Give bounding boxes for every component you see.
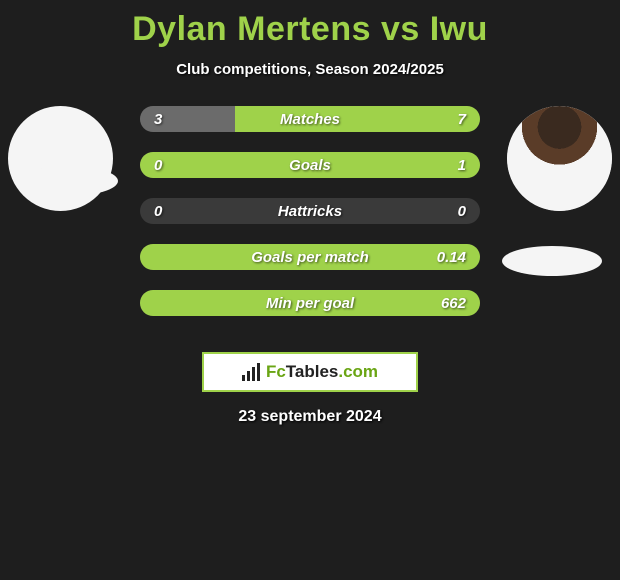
bar-row: Min per goal662	[140, 290, 480, 316]
bar-right-fill	[140, 152, 480, 178]
page-title: Dylan Mertens vs Iwu	[0, 0, 620, 49]
bars-container: Matches37 Goals01 Hattricks0 0 Goals per mat…	[140, 106, 480, 336]
player-left-club-badge	[18, 166, 118, 196]
bar-right-fill	[235, 106, 480, 132]
bar-row: Goals01	[140, 152, 480, 178]
logo-text-prefix: Fc	[266, 362, 286, 381]
fctables-logo: FcTables.com	[202, 352, 418, 392]
bar-left-fill	[140, 106, 235, 132]
logo-text-suffix: .com	[338, 362, 378, 381]
bar-chart-icon	[242, 363, 260, 381]
bar-row: Hattricks0 0	[140, 198, 480, 224]
bar-right-value: 0	[458, 198, 466, 224]
avatar-photo-placeholder	[507, 106, 612, 211]
bar-label: Hattricks	[140, 198, 480, 224]
logo-text: FcTables.com	[266, 362, 378, 382]
player-right-avatar	[507, 106, 612, 211]
bar-row: Goals per match0.14	[140, 244, 480, 270]
logo-text-main: Tables	[286, 362, 339, 381]
player-right-club-badge	[502, 246, 602, 276]
date-text: 23 september 2024	[0, 408, 620, 426]
subtitle: Club competitions, Season 2024/2025	[0, 61, 620, 78]
bar-right-fill	[140, 244, 480, 270]
bar-right-fill	[140, 290, 480, 316]
bar-row: Matches37	[140, 106, 480, 132]
bar-left-value: 0	[154, 198, 162, 224]
